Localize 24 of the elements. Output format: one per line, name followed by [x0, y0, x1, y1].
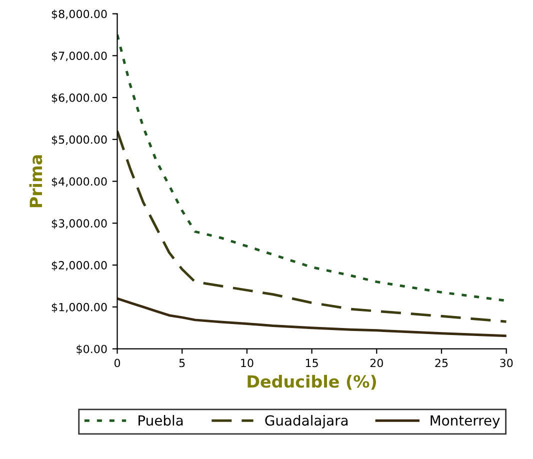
- x-tick-label: 10: [241, 358, 254, 368]
- x-tick-label: 15: [306, 358, 318, 368]
- x-tick-label: 30: [500, 358, 513, 368]
- y-tick-label: $6,000.00: [52, 93, 107, 104]
- x-tick-label: 5: [179, 358, 185, 368]
- line-series: [117, 130, 506, 323]
- y-tick-label: $8,000.00: [52, 10, 107, 20]
- y-axis-title: Prima: [29, 155, 42, 208]
- x-axis-title: Deducible (%): [248, 374, 376, 390]
- x-tick-label: 20: [370, 358, 383, 368]
- y-tick-label: $3,000.00: [52, 218, 107, 230]
- y-tick-label: $0.00: [76, 344, 107, 355]
- line-series: [117, 297, 506, 338]
- y-tick-label: $1,000.00: [52, 302, 107, 313]
- x-tick-label: 25: [435, 358, 448, 368]
- y-tick-label: $5,000.00: [52, 135, 107, 146]
- legend-label: Guadalajara: [265, 414, 348, 428]
- legend-label: Puebla: [138, 414, 183, 426]
- y-tick-label: $7,000.00: [52, 51, 107, 62]
- y-tick-label: $2,000.00: [52, 260, 107, 271]
- legend-label: Monterrey: [430, 415, 500, 428]
- x-tick-label: 0: [114, 358, 120, 368]
- y-tick-label: $4,000.00: [52, 177, 107, 188]
- line-series: [117, 33, 506, 302]
